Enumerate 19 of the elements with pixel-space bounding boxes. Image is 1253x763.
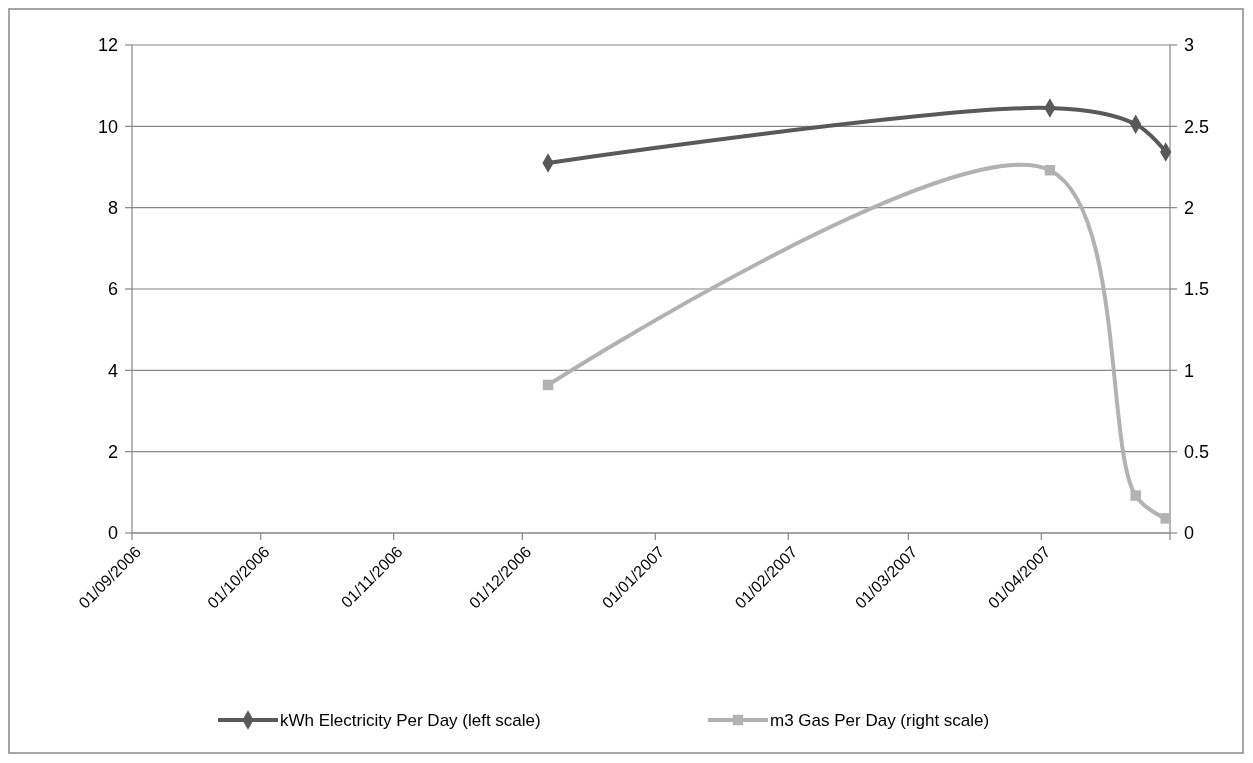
y2-tick-label: 2 [1184,197,1195,218]
y2-tick-label: 0 [1184,523,1195,544]
point [542,379,554,391]
y-tick-label: 10 [97,116,118,137]
legend-label: kWh Electricity Per Day (left scale) [280,710,541,730]
y2-tick-label: 0.5 [1184,441,1210,462]
y2-tick-label: 1 [1184,360,1195,381]
y-tick-label: 8 [107,197,118,218]
y-tick-label: 4 [107,360,118,381]
y-tick-label: 0 [107,523,118,544]
y2-tick-label: 1.5 [1184,279,1210,300]
y-tick-label: 2 [107,441,118,462]
y-tick-label: 6 [107,279,118,300]
legend-label: m3 Gas Per Day (right scale) [770,710,990,730]
y2-tick-label: 3 [1184,35,1195,56]
y2-tick-label: 2.5 [1184,116,1210,137]
y-tick-label: 12 [97,35,118,56]
point [1044,165,1056,176]
point [1130,490,1141,501]
